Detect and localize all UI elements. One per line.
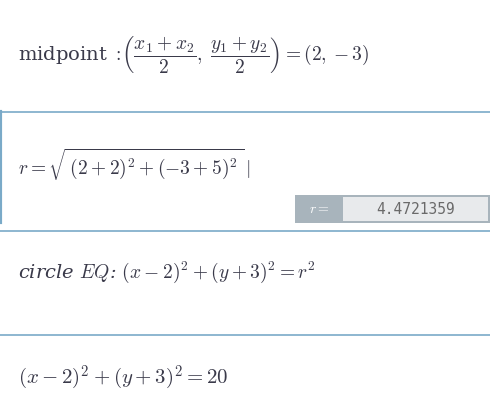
Bar: [343, 197, 488, 221]
Text: $(x-2)^2+(y+3)^2=20$: $(x-2)^2+(y+3)^2=20$: [18, 364, 228, 392]
Bar: [295, 195, 490, 223]
Text: 4.4721359: 4.4721359: [376, 202, 455, 216]
Text: $r = \sqrt{\,(2+2)^2+(-3+5)^2\,}\,|$: $r = \sqrt{\,(2+2)^2+(-3+5)^2\,}\,|$: [18, 147, 251, 183]
Text: midpoint $:\!\left(\dfrac{x_1+x_2}{2},\;\dfrac{y_1+y_2}{2}\right)=(2,-3)$: midpoint $:\!\left(\dfrac{x_1+x_2}{2},\;…: [18, 34, 369, 76]
Text: $r=$: $r=$: [309, 202, 329, 216]
Text: circle $EQ$: $(x-2)^2+(y+3)^2=r^2$: circle $EQ$: $(x-2)^2+(y+3)^2=r^2$: [18, 259, 316, 285]
